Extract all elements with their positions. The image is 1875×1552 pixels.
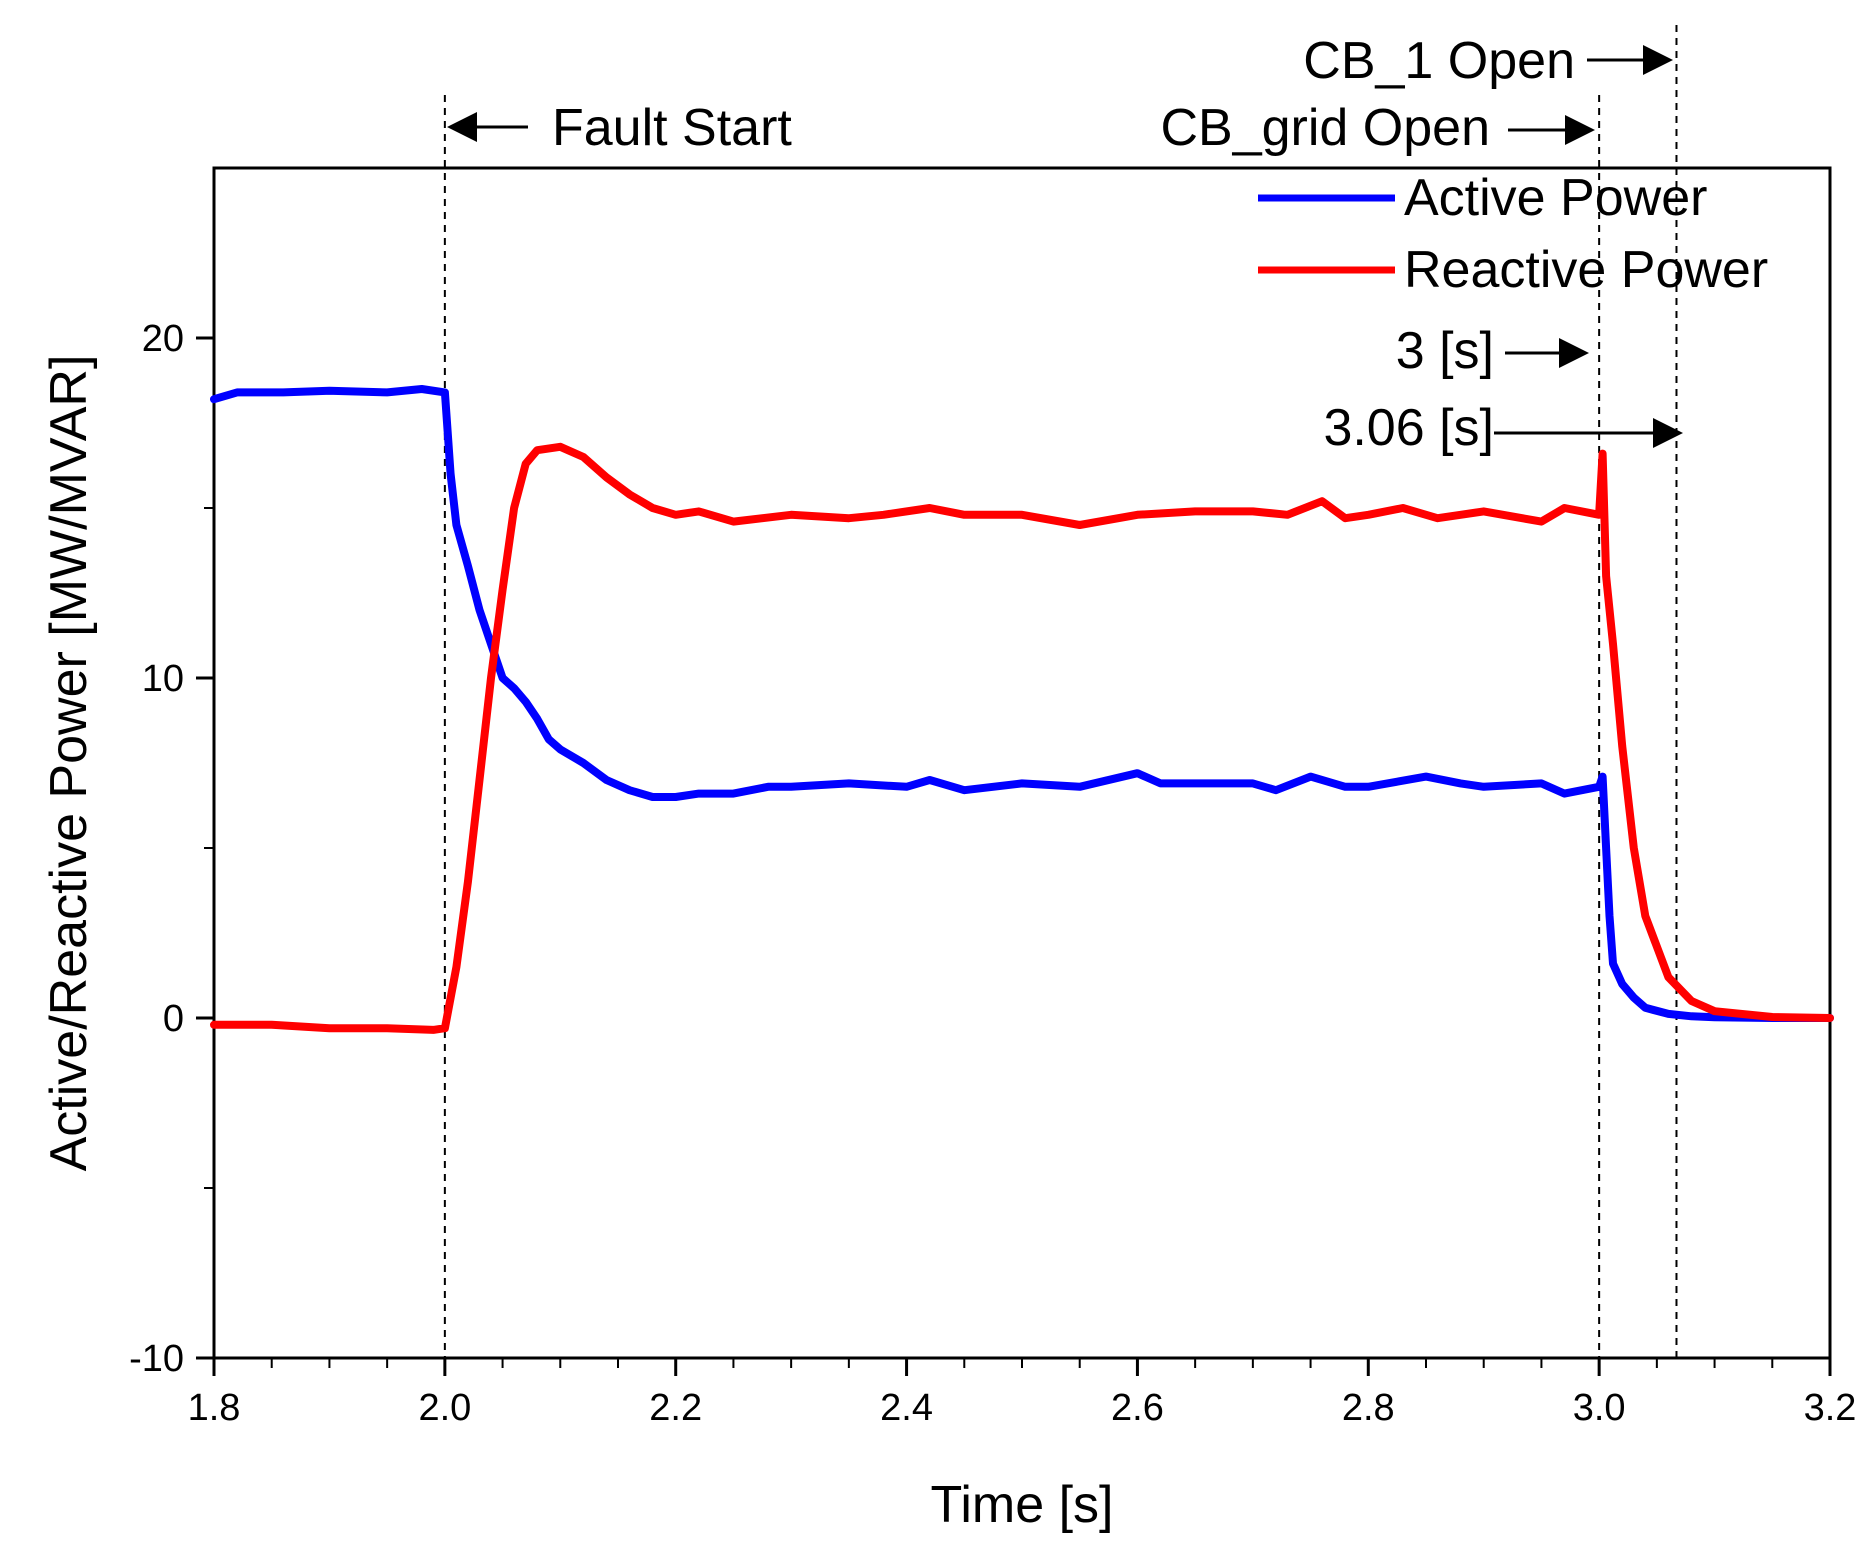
series-line-reactive-power	[210, 442, 1834, 1034]
plot-frame	[212, 166, 1832, 1360]
legend-label-active-power: Active Power	[1404, 169, 1707, 227]
x-axis-title: Time [s]	[931, 1476, 1114, 1534]
legend: Active Power Reactive Power	[1258, 169, 1768, 299]
x-tick-label: 1.8	[188, 1387, 241, 1429]
x-tick-label: 3.0	[1573, 1387, 1626, 1429]
annotations: Fault Start CB_grid Open CB_1 Open 3 [s]…	[447, 32, 1683, 457]
cb-grid-open-label: CB_grid Open	[1160, 99, 1490, 157]
x-tick-label: 2.8	[1342, 1387, 1395, 1429]
y-tick-label: 0	[163, 998, 184, 1040]
event-lines	[443, 25, 1678, 1358]
x-tick-label: 3.2	[1804, 1387, 1857, 1429]
x-tick-label: 2.2	[649, 1387, 702, 1429]
cb-1-open-label: CB_1 Open	[1303, 32, 1575, 90]
legend-label-reactive-power: Reactive Power	[1404, 241, 1768, 299]
axis-ticks: 1.8 2.0 2.2 2.4 2.6 2.8 3.0 3.2 -10 0 10 20	[129, 318, 1856, 1429]
time-306s-label: 3.06 [s]	[1323, 399, 1494, 457]
y-tick-label: -10	[129, 1338, 184, 1380]
time-3s-label: 3 [s]	[1396, 322, 1494, 380]
y-axis-title: Active/Reactive Power [MW/MVAR]	[40, 355, 98, 1172]
x-tick-label: 2.4	[880, 1387, 933, 1429]
fault-start-label: Fault Start	[552, 99, 792, 157]
x-tick-label: 2.0	[418, 1387, 471, 1429]
series	[210, 385, 1834, 1034]
x-tick-label: 2.6	[1111, 1387, 1164, 1429]
y-tick-label: 20	[142, 318, 184, 360]
series-line-active-power	[210, 385, 1834, 1022]
y-tick-label: 10	[142, 658, 184, 700]
